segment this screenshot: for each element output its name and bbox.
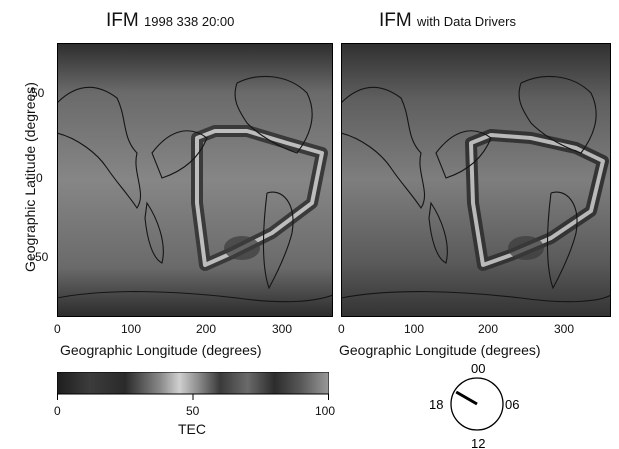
colorbar-tick-label: 0 (54, 404, 61, 418)
y-tick-label: 0 (36, 171, 43, 185)
right-panel-title: IFM with Data Drivers (379, 10, 516, 31)
x-tick-label: 100 (121, 322, 142, 336)
y-tick-label: -50 (31, 250, 49, 264)
tec-colorbar (57, 372, 329, 400)
x-tick-label: 300 (554, 322, 575, 336)
x-tick-label: 100 (404, 322, 425, 336)
x-tick-label: 300 (272, 322, 293, 336)
colorbar-tick-label: 50 (186, 404, 200, 418)
x-tick-label: 0 (338, 322, 345, 336)
right-x-axis-title: Geographic Longitude (degrees) (339, 342, 541, 358)
x-tick-label: 0 (54, 322, 61, 336)
clock-label-right: 06 (505, 397, 519, 412)
right-panel-subtitle: with Data Drivers (417, 14, 516, 29)
left-panel-subtitle: 1998 338 20:00 (144, 14, 235, 29)
colorbar-label: TEC (178, 421, 206, 437)
left-panel-title: IFM 1998 338 20:00 (106, 10, 235, 31)
right-tec-map (341, 43, 611, 317)
local-time-dial: 00 06 12 18 (430, 361, 519, 449)
clock-label-left: 18 (430, 397, 443, 412)
clock-label-bottom: 12 (471, 436, 485, 449)
x-tick-label: 200 (196, 322, 217, 336)
clock-hand (455, 390, 478, 406)
x-tick-label: 200 (478, 322, 499, 336)
clock-label-top: 00 (471, 361, 485, 376)
left-x-axis-title: Geographic Longitude (degrees) (60, 342, 262, 358)
colorbar-tick-label: 100 (315, 404, 336, 418)
y-tick-label: 50 (31, 86, 45, 100)
left-tec-map (57, 43, 333, 317)
